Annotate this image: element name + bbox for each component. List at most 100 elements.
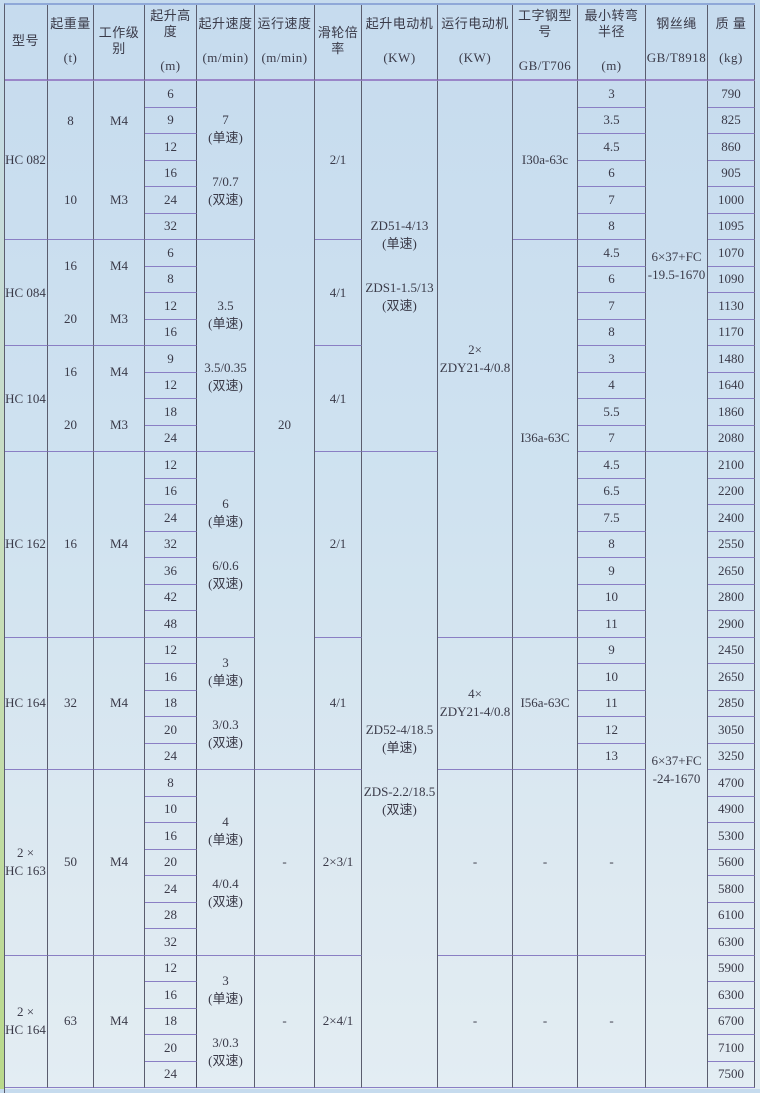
min-turn-radius-cell: 8	[578, 531, 646, 558]
lift-height-cell: 24	[145, 876, 197, 903]
mass-cell: 2200	[708, 478, 755, 505]
cell-value: M4	[109, 536, 129, 552]
cell-value: 7.5	[603, 509, 620, 525]
cell-value: HC 162	[5, 536, 46, 552]
lift-speed-cell: 3 (单速) 3/0.3 (双速)	[197, 955, 255, 1088]
cell-value: 6	[167, 244, 174, 260]
cell-value: 3 (单速)	[208, 973, 243, 1007]
cell-value: 6700	[718, 1013, 744, 1029]
cell-value: -	[609, 854, 614, 870]
header-text: 起重量	[50, 16, 91, 31]
min-turn-radius-cell: 3.5	[578, 107, 646, 134]
min-turn-radius-cell: 6	[578, 160, 646, 187]
cell-value: 32	[64, 695, 77, 711]
lift-height-cell: 32	[145, 929, 197, 956]
cell-value: 2650	[718, 562, 744, 578]
lift-height-cell: 12	[145, 955, 197, 982]
lift-speed-cell: 3.5 (单速) 3.5/0.35 (双速)	[197, 240, 255, 452]
min-turn-radius-cell: 6	[578, 266, 646, 293]
cell-value: 7100	[718, 1039, 744, 1055]
header-lift-speed: 起升速度 (m/min)	[197, 3, 255, 81]
lift-speed-cell: 6 (单速) 6/0.6 (双速)	[197, 452, 255, 638]
header-text: 质 量	[715, 16, 747, 31]
cell-value: 7	[608, 191, 615, 207]
header-text: (KW)	[383, 50, 416, 65]
lift-height-cell: 12	[145, 293, 197, 320]
header-text: 起升速度	[198, 16, 253, 31]
mass-cell: 4900	[708, 796, 755, 823]
cell-value: 1070	[718, 244, 744, 260]
cell-value: 7	[608, 297, 615, 313]
header-travel-motor: 运行电动机 (KW)	[438, 3, 513, 81]
i-beam-cell: I30a-63c	[513, 81, 578, 240]
cell-value: 2080	[718, 430, 744, 446]
lift-height-cell: 24	[145, 743, 197, 770]
cell-value: 16	[64, 258, 77, 274]
cell-value: 6	[608, 271, 615, 287]
cell-value: 6 (单速)	[208, 496, 243, 530]
reeving-ratio-cell: 2/1	[315, 81, 362, 240]
lift-height-cell: 6	[145, 240, 197, 267]
cell-value: 3/0.3 (双速)	[208, 1035, 243, 1069]
cell-value: 7 (单速)	[208, 112, 243, 145]
cell-value: -	[282, 854, 287, 870]
cell-value: 5600	[718, 854, 744, 870]
travel-motor-cell: 2× ZDY21-4/0.8	[438, 81, 513, 638]
lift-height-cell: 9	[145, 107, 197, 134]
duty-class-cell: M4	[94, 770, 145, 956]
cell-value: -	[542, 854, 548, 870]
capacity-cell: 8 10	[48, 81, 94, 240]
min-turn-radius-cell: 7	[578, 293, 646, 320]
cell-value: 4.5	[603, 244, 620, 260]
cell-value: 18	[164, 403, 177, 419]
min-turn-radius-cell: 7	[578, 187, 646, 214]
header-min-turn-radius: 最小转弯半径 (m)	[578, 3, 646, 81]
lift-height-cell: 24	[145, 425, 197, 452]
header-text: 工字钢型号	[517, 8, 572, 39]
lift-height-cell: 18	[145, 1008, 197, 1035]
cell-value: 1130	[718, 297, 744, 313]
mass-cell: 5300	[708, 823, 755, 850]
cell-value: I30a-63c	[521, 152, 569, 167]
cell-value: 16	[164, 324, 177, 340]
cell-value: 2650	[718, 668, 744, 684]
mass-cell: 2450	[708, 637, 755, 664]
capacity-cell: 16 20	[48, 346, 94, 452]
header-travel-speed: 运行速度 (m/min)	[255, 3, 315, 81]
cell-value: 20	[164, 854, 177, 870]
header-text: 工作级别	[98, 25, 140, 56]
header-text: (m)	[160, 58, 181, 73]
cell-value: 12	[605, 721, 618, 737]
lift-height-cell: 16	[145, 319, 197, 346]
lift-height-cell: 20	[145, 717, 197, 744]
cell-value: 63	[64, 1013, 77, 1029]
lift-motor-cell: ZD52-4/18.5 (单速) ZDS-2.2/18.5 (双速)	[362, 452, 438, 1088]
cell-value: 16	[164, 827, 177, 843]
cell-value: 6	[167, 85, 174, 101]
model-cell: HC 084	[4, 240, 48, 346]
cell-value: 10	[164, 801, 177, 817]
cell-value: 50	[64, 854, 77, 870]
cell-value: 9	[167, 350, 174, 366]
cell-value: 32	[164, 218, 177, 234]
cell-value: HC 164	[5, 695, 46, 711]
mass-cell: 5900	[708, 955, 755, 982]
cell-value: 12	[164, 297, 177, 313]
reeving-ratio-cell: 2×3/1	[315, 770, 362, 956]
lift-height-cell: 42	[145, 584, 197, 611]
min-turn-radius-cell: -	[578, 955, 646, 1088]
header-reeving-ratio: 滑轮倍率	[315, 3, 362, 81]
cell-value: ZD51-4/13 (单速)	[370, 218, 429, 251]
duty-class-cell: M4 M3	[94, 240, 145, 346]
min-turn-radius-cell: 4.5	[578, 134, 646, 161]
cell-value: 2800	[718, 589, 744, 605]
cell-value: 11	[605, 615, 618, 631]
lift-speed-cell: 4 (单速) 4/0.4 (双速)	[197, 770, 255, 956]
cell-value: 16	[164, 165, 177, 181]
header-capacity: 起重量 (t)	[48, 3, 94, 81]
cell-value: 9	[608, 642, 615, 658]
wire-rope-cell: 6×37+FC -24-1670	[646, 452, 708, 1088]
cell-value: HC 104	[5, 390, 46, 406]
i-beam-cell: I56a-63C	[513, 637, 578, 770]
cell-value: 5800	[718, 880, 744, 896]
